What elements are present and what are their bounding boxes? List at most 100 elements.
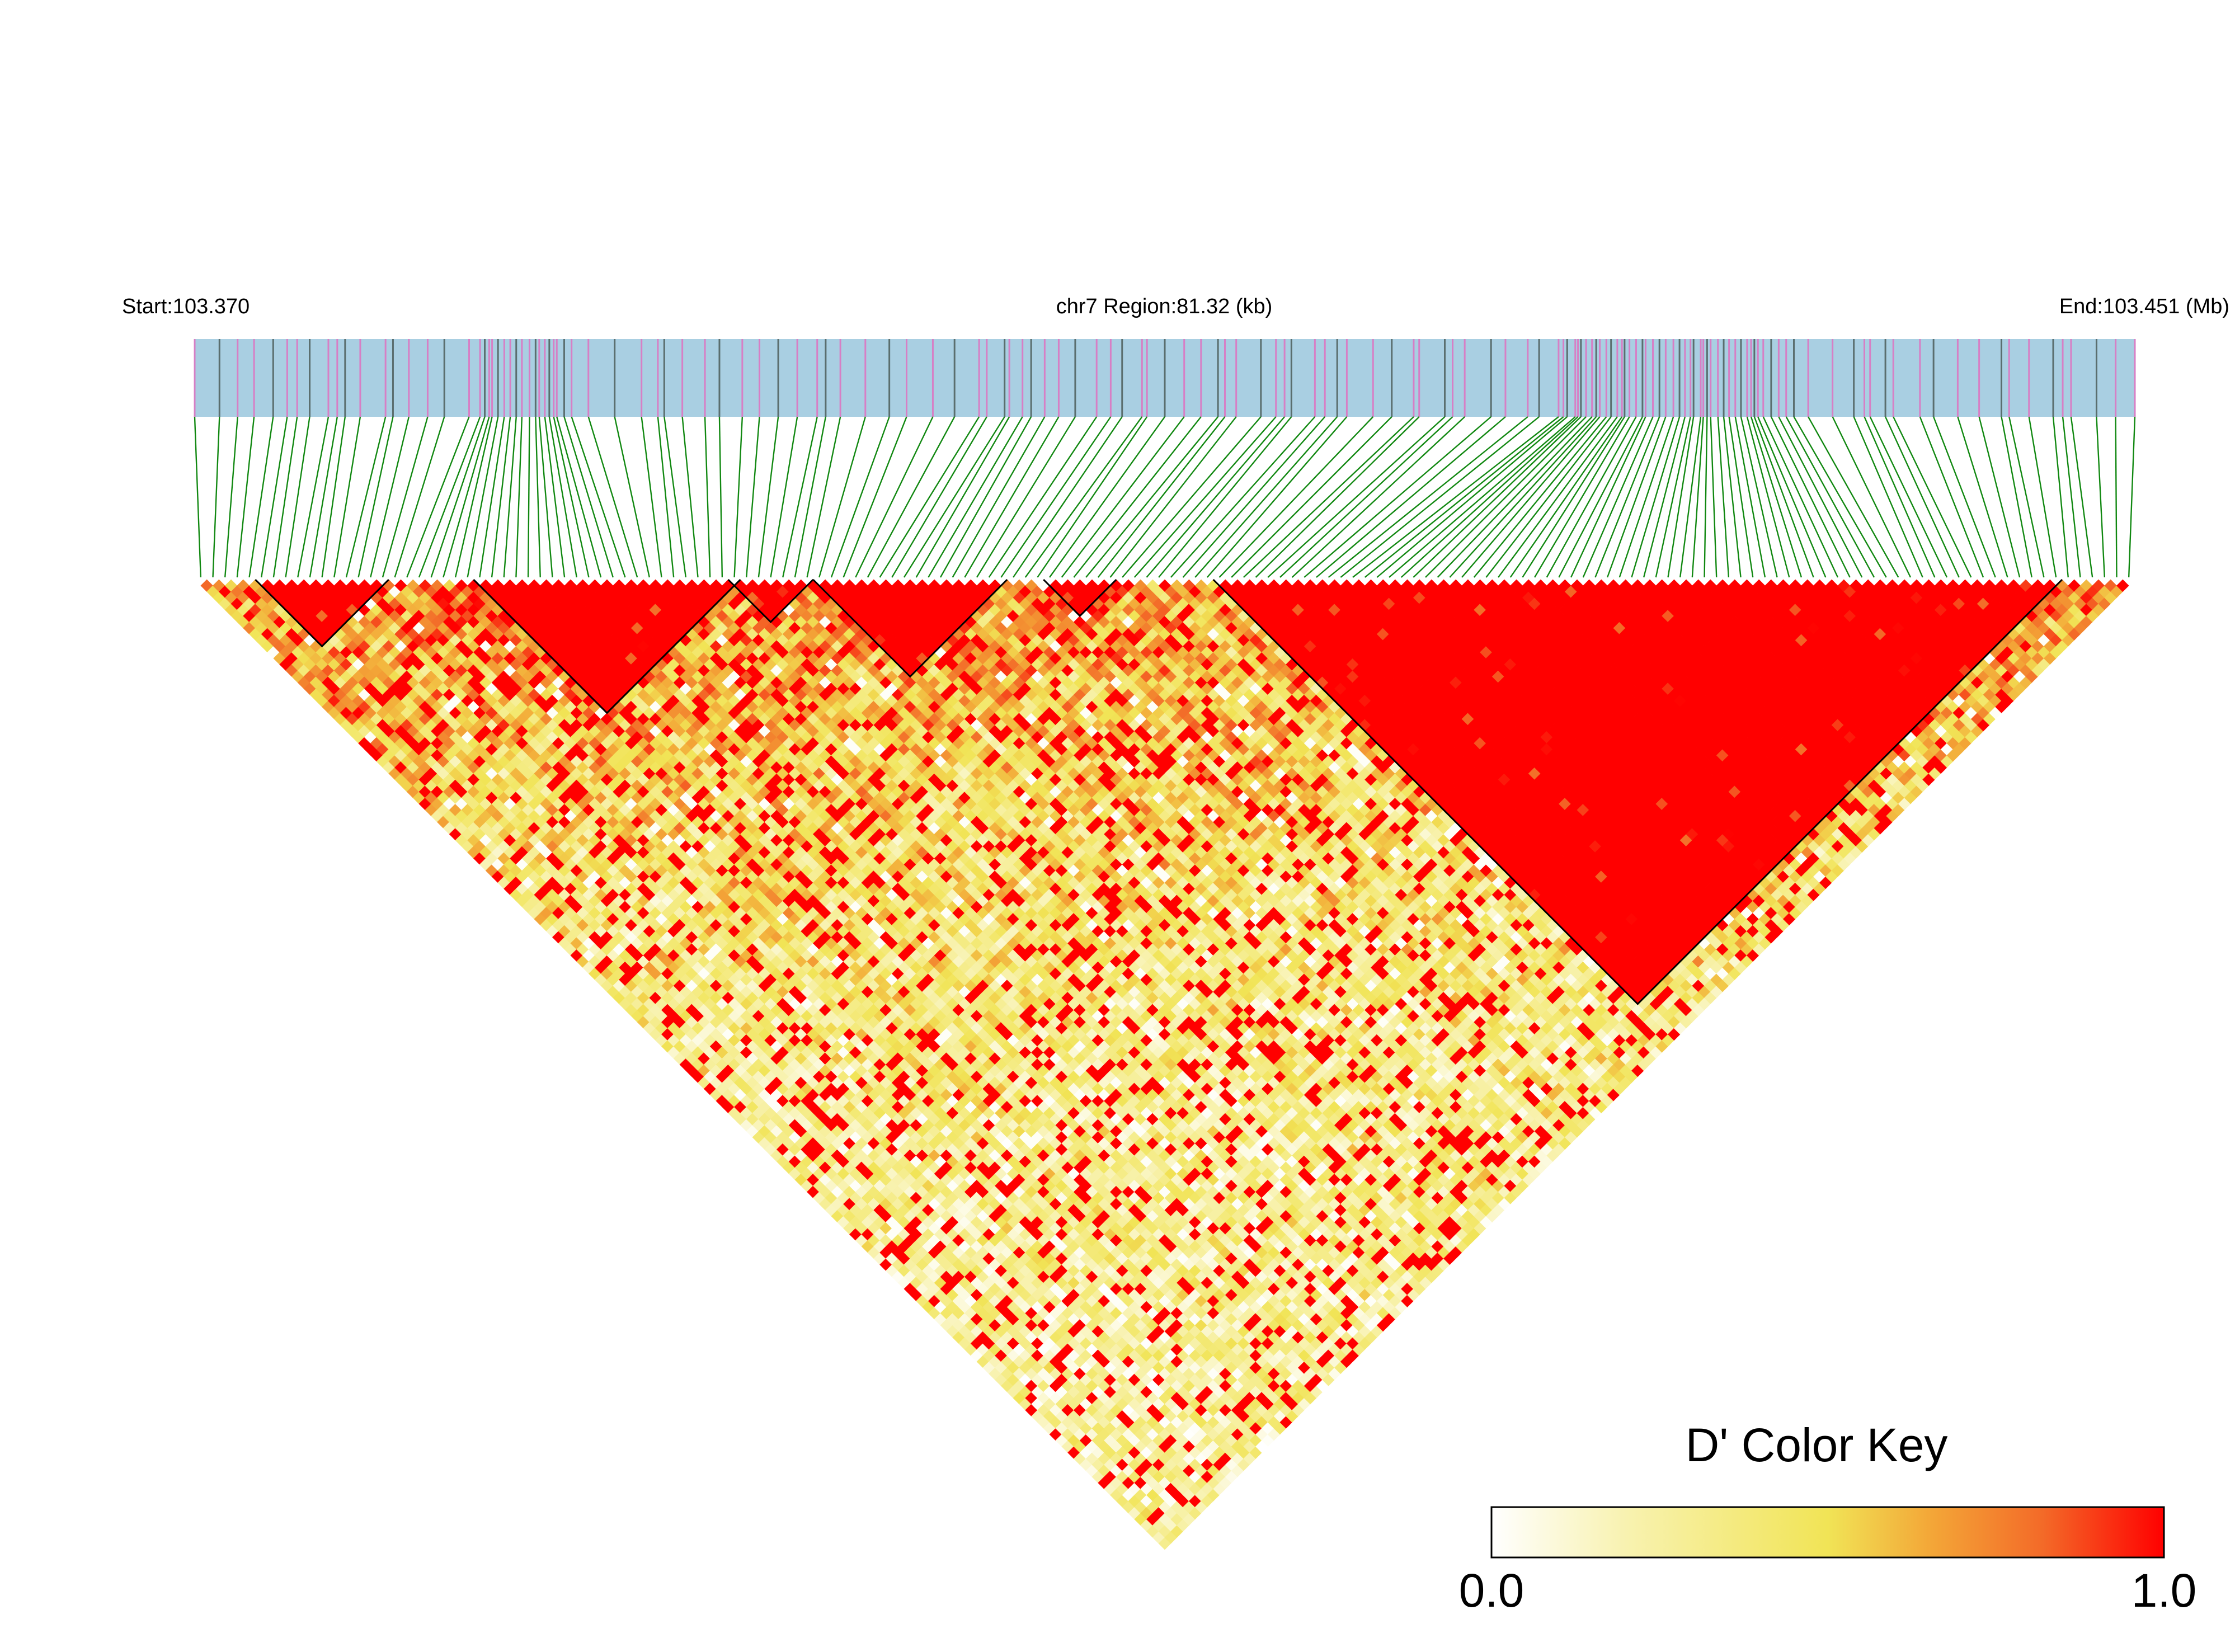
- snp-connector: [224, 416, 238, 578]
- snp-connector: [1024, 416, 1143, 578]
- snp-connector: [1122, 416, 1262, 578]
- snp-connector: [333, 416, 361, 578]
- snp-connector: [1762, 416, 1839, 578]
- snp-connector: [553, 416, 590, 578]
- snp-connector: [1328, 416, 1528, 578]
- snp-connector: [1146, 416, 1286, 578]
- start-label: Start:103.370: [122, 295, 250, 318]
- gene-track: [194, 339, 2136, 417]
- snp-connector: [1231, 416, 1392, 578]
- snp-connector: [1546, 416, 1637, 578]
- snp-connector: [1400, 416, 1579, 578]
- snp-connector: [1376, 416, 1568, 578]
- snp-connector: [1170, 416, 1316, 578]
- snp-connector: [430, 416, 486, 578]
- snp-connector: [939, 416, 1032, 578]
- snp-connector: [515, 416, 523, 578]
- region-label: chr7 Region:81.32 (kb): [1056, 295, 1273, 318]
- snp-connector: [1885, 416, 1960, 578]
- snp-connector: [1509, 416, 1623, 578]
- snp-connector: [1206, 416, 1348, 578]
- snp-connector: [879, 416, 980, 578]
- snp-connector: [1679, 416, 1702, 578]
- snp-connector: [614, 416, 650, 578]
- snp-connector: [261, 416, 288, 578]
- snp-connector: [443, 416, 490, 578]
- snp-connector: [1832, 416, 1912, 578]
- snp-connector: [1770, 416, 1851, 578]
- snp-connector: [1194, 416, 1338, 578]
- snp-connector: [2070, 416, 2093, 578]
- snp-connector: [1753, 416, 1814, 578]
- snp-connector: [1218, 416, 1374, 578]
- snp-connector: [928, 416, 1023, 578]
- snp-connector: [571, 416, 626, 578]
- snp-connector: [548, 416, 577, 578]
- snp-connector: [1785, 416, 1875, 578]
- snp-connector: [806, 416, 841, 578]
- snp-connector: [2115, 416, 2118, 578]
- snp-connector: [1255, 416, 1420, 578]
- snp-connector: [1853, 416, 1923, 578]
- snp-connector: [1243, 416, 1414, 578]
- snp-connector: [1498, 416, 1618, 578]
- snp-connector: [285, 416, 310, 578]
- snp-connector: [1449, 416, 1597, 578]
- ld-cells: [200, 579, 2129, 1550]
- snp-connector: [418, 416, 481, 578]
- snp-connector: [1869, 416, 1948, 578]
- snp-connector: [1808, 416, 1899, 578]
- snp-connector: [1757, 416, 1827, 578]
- snp-connector: [657, 416, 675, 578]
- snp-connector: [1667, 416, 1695, 578]
- snp-connector: [1485, 416, 1612, 578]
- snp-connector: [1437, 416, 1593, 578]
- snp-connector: [236, 416, 255, 578]
- snp-connector: [1582, 416, 1654, 578]
- snp-connector: [794, 416, 827, 578]
- snp-connector: [1182, 416, 1326, 578]
- snp-connector: [1746, 416, 1790, 578]
- snp-connector: [1978, 416, 2021, 578]
- snp-connector: [297, 416, 330, 578]
- snp-connector: [467, 416, 499, 578]
- snp-connector: [345, 416, 387, 578]
- snp-connector: [704, 416, 711, 578]
- snp-connector: [1893, 416, 1972, 578]
- snp-connector: [1425, 416, 1587, 578]
- snp-connector: [2008, 416, 2045, 578]
- snp-connector: [556, 416, 602, 578]
- snp-connector: [641, 416, 662, 578]
- snp-connector: [1049, 416, 1165, 578]
- snp-connector: [830, 416, 890, 578]
- snp-connector: [503, 416, 517, 578]
- snp-connector: [718, 416, 723, 578]
- snp-connector: [891, 416, 987, 578]
- snp-connector: [1933, 416, 1996, 578]
- snp-connector: [538, 416, 553, 578]
- snp-connector: [1558, 416, 1643, 578]
- snp-connector: [357, 416, 394, 578]
- snp-connector: [1085, 416, 1219, 578]
- snp-connector: [1740, 416, 1778, 578]
- snp-connector: [248, 416, 274, 578]
- snp-connector: [952, 416, 1046, 578]
- snp-connector: [1691, 416, 1704, 578]
- snp-connector: [212, 416, 220, 578]
- snp-connector: [757, 416, 779, 578]
- snp-connector: [1750, 416, 1803, 578]
- snp-connector: [2062, 416, 2081, 578]
- snp-connector: [681, 416, 699, 578]
- snp-connector: [1778, 416, 1863, 578]
- snp-connector: [1734, 416, 1766, 578]
- snp-connector: [1793, 416, 1887, 578]
- snp-position-ticks: [194, 339, 2136, 417]
- snp-connector: [1061, 416, 1185, 578]
- snp-connector: [1522, 416, 1625, 578]
- snp-connector: [746, 416, 760, 578]
- snp-connector: [855, 416, 934, 578]
- snp-connector: [1643, 416, 1686, 578]
- snp-connector: [915, 416, 1010, 578]
- snp-connector: [1704, 416, 1708, 578]
